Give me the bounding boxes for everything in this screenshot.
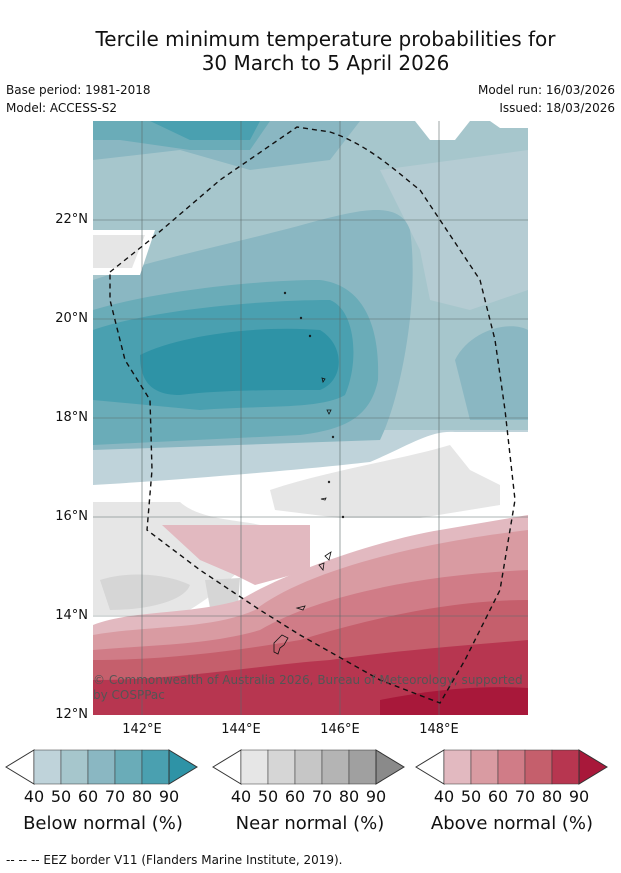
model-run: Model run: 16/03/2026	[477, 83, 615, 97]
above-normal-tick-60: 60	[487, 787, 509, 806]
agrihan-island	[326, 409, 332, 415]
below-normal-swatch-80	[141, 749, 170, 785]
white-gap-north	[415, 121, 470, 140]
below-normal-tick-70: 70	[104, 787, 126, 806]
model-name: Model: ACCESS-S2	[6, 101, 118, 115]
anatahan-island	[320, 497, 327, 501]
below-normal-upper-arrow	[168, 749, 198, 785]
pagan-island	[321, 377, 326, 383]
near-normal-swatch-50	[267, 749, 296, 785]
lat-label-16n: 16°N	[55, 509, 88, 524]
islands	[273, 291, 345, 655]
above-normal-tick-40: 40	[433, 787, 455, 806]
near-normal-tick-90: 90	[365, 787, 387, 806]
title-line-2: 30 March to 5 April 2026	[201, 51, 450, 75]
near-normal-colorbar	[212, 749, 405, 785]
islet-4	[308, 334, 312, 338]
above-normal-90-area	[380, 687, 528, 715]
lon-label-146e: 146°E	[320, 722, 360, 737]
near-normal-lower-arrow	[212, 749, 242, 785]
eez-border	[109, 126, 516, 704]
below-normal-swatch-40	[33, 749, 62, 785]
above-normal-tick-70: 70	[514, 787, 536, 806]
copyright-line-1: © Commonwealth of Australia 2026, Bureau…	[93, 673, 523, 687]
below-normal-swatch-50	[60, 749, 89, 785]
islet-1	[341, 515, 345, 519]
lat-label-18n: 18°N	[55, 410, 88, 425]
above-normal-swatch-60	[497, 749, 526, 785]
below-normal-colorbar	[5, 749, 198, 785]
islet-6	[283, 291, 287, 295]
meta-right: Model run: 16/03/2026 Issued: 18/03/2026	[478, 81, 615, 117]
near-normal-swatch-40	[240, 749, 269, 785]
title-line-1: Tercile minimum temperature probabilitie…	[95, 27, 556, 51]
below-normal-40-east	[380, 150, 528, 310]
near-normal-east-block	[270, 445, 500, 518]
below-normal-swatch-70	[114, 749, 143, 785]
near-normal-west-patch	[93, 235, 145, 268]
white-gap-northeast	[490, 121, 528, 128]
above-normal-upper-arrow	[578, 749, 608, 785]
saipan-island	[324, 551, 332, 561]
near-normal-swatch-70	[321, 749, 350, 785]
map-title: Tercile minimum temperature probabilitie…	[0, 27, 621, 75]
graticule	[93, 121, 528, 715]
guam-island	[273, 634, 289, 655]
copyright-line-2: by COSPPac	[93, 688, 165, 702]
lon-label-144e: 144°E	[221, 722, 261, 737]
above-normal-swatch-40	[443, 749, 472, 785]
lat-label-22n: 22°N	[55, 212, 88, 227]
below-normal-label: Below normal (%)	[23, 813, 183, 834]
above-normal-40-north	[162, 525, 310, 585]
lat-label-20n: 20°N	[55, 311, 88, 326]
above-normal-swatch-80	[551, 749, 580, 785]
near-normal-tick-50: 50	[257, 787, 279, 806]
islet-3	[327, 480, 331, 484]
islet-5	[299, 316, 303, 320]
above-normal-tick-80: 80	[541, 787, 563, 806]
above-normal-colorbar	[415, 749, 608, 785]
above-normal-swatch-70	[524, 749, 553, 785]
near-normal-upper-arrow	[375, 749, 405, 785]
near-normal-swatch-60	[294, 749, 323, 785]
near-normal-tick-80: 80	[338, 787, 360, 806]
above-normal-swatch-50	[470, 749, 499, 785]
above-normal-tick-50: 50	[460, 787, 482, 806]
above-normal-label: Above normal (%)	[430, 813, 594, 834]
below-normal-tick-80: 80	[131, 787, 153, 806]
near-normal-50-patch-2	[205, 578, 240, 608]
lon-label-142e: 142°E	[122, 722, 162, 737]
below-normal-80-north	[150, 121, 260, 140]
below-normal-tick-60: 60	[77, 787, 99, 806]
near-normal-tick-40: 40	[230, 787, 252, 806]
rota-island	[295, 605, 306, 611]
near-normal-50-patch	[100, 574, 190, 610]
above-normal-lower-arrow	[415, 749, 445, 785]
below-normal-tick-90: 90	[158, 787, 180, 806]
below-normal-tick-40: 40	[23, 787, 45, 806]
eez-footnote: -- -- -- EEZ border V11 (Flanders Marine…	[6, 853, 343, 867]
near-normal-label: Near normal (%)	[235, 813, 385, 834]
lon-label-148e: 148°E	[419, 722, 459, 737]
base-period: Base period: 1981-2018	[6, 83, 151, 97]
near-normal-tick-70: 70	[311, 787, 333, 806]
meta-left: Base period: 1981-2018 Model: ACCESS-S2	[6, 81, 151, 117]
islet-2	[331, 435, 335, 439]
issued-date: Issued: 18/03/2026	[499, 101, 615, 115]
map-plot	[93, 121, 528, 715]
below-normal-swatch-60	[87, 749, 116, 785]
tinian-island	[318, 562, 325, 571]
lat-label-14n: 14°N	[55, 608, 88, 623]
above-normal-tick-90: 90	[568, 787, 590, 806]
below-normal-90-core	[140, 328, 339, 395]
near-normal-swatch-80	[348, 749, 377, 785]
lat-label-12n: 12°N	[55, 707, 88, 722]
below-normal-tick-50: 50	[50, 787, 72, 806]
below-normal-60-east	[455, 326, 528, 420]
near-normal-tick-60: 60	[284, 787, 306, 806]
below-normal-lower-arrow	[5, 749, 35, 785]
